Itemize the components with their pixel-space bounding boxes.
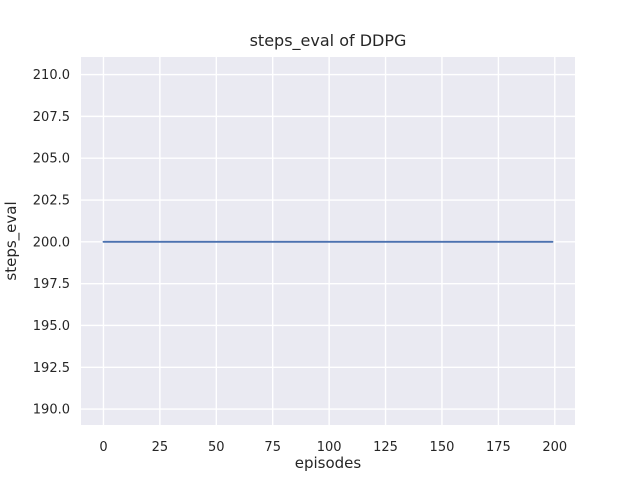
x-tick-label: 75 bbox=[264, 440, 281, 455]
y-tick-label: 195.0 bbox=[33, 319, 70, 334]
y-tick-label: 210.0 bbox=[33, 68, 70, 83]
x-tick-label: 175 bbox=[486, 440, 511, 455]
x-tick-label: 25 bbox=[152, 440, 169, 455]
y-tick-label: 202.5 bbox=[33, 194, 70, 209]
x-tick-label: 150 bbox=[430, 440, 455, 455]
y-axis-label: steps_eval bbox=[2, 201, 21, 280]
x-tick-label: 0 bbox=[99, 440, 107, 455]
x-tick-label: 125 bbox=[373, 440, 398, 455]
y-tick-label: 207.5 bbox=[33, 110, 70, 125]
y-tick-labels: 190.0 192.5 195.0 197.5 200.0 202.5 205.0 207.5… bbox=[33, 68, 70, 418]
x-tick-label: 200 bbox=[542, 440, 567, 455]
x-axis-label: episodes bbox=[295, 454, 362, 472]
x-tick-labels: 0 25 50 75 100 125 150 175 200 bbox=[99, 440, 567, 455]
y-tick-label: 190.0 bbox=[33, 403, 70, 418]
y-tick-label: 197.5 bbox=[33, 277, 70, 292]
x-tick-label: 50 bbox=[208, 440, 225, 455]
y-tick-label: 200.0 bbox=[33, 235, 70, 250]
chart-title: steps_eval of DDPG bbox=[250, 31, 407, 51]
x-tick-label: 100 bbox=[317, 440, 342, 455]
y-tick-label: 192.5 bbox=[33, 361, 70, 376]
y-tick-label: 205.0 bbox=[33, 152, 70, 167]
